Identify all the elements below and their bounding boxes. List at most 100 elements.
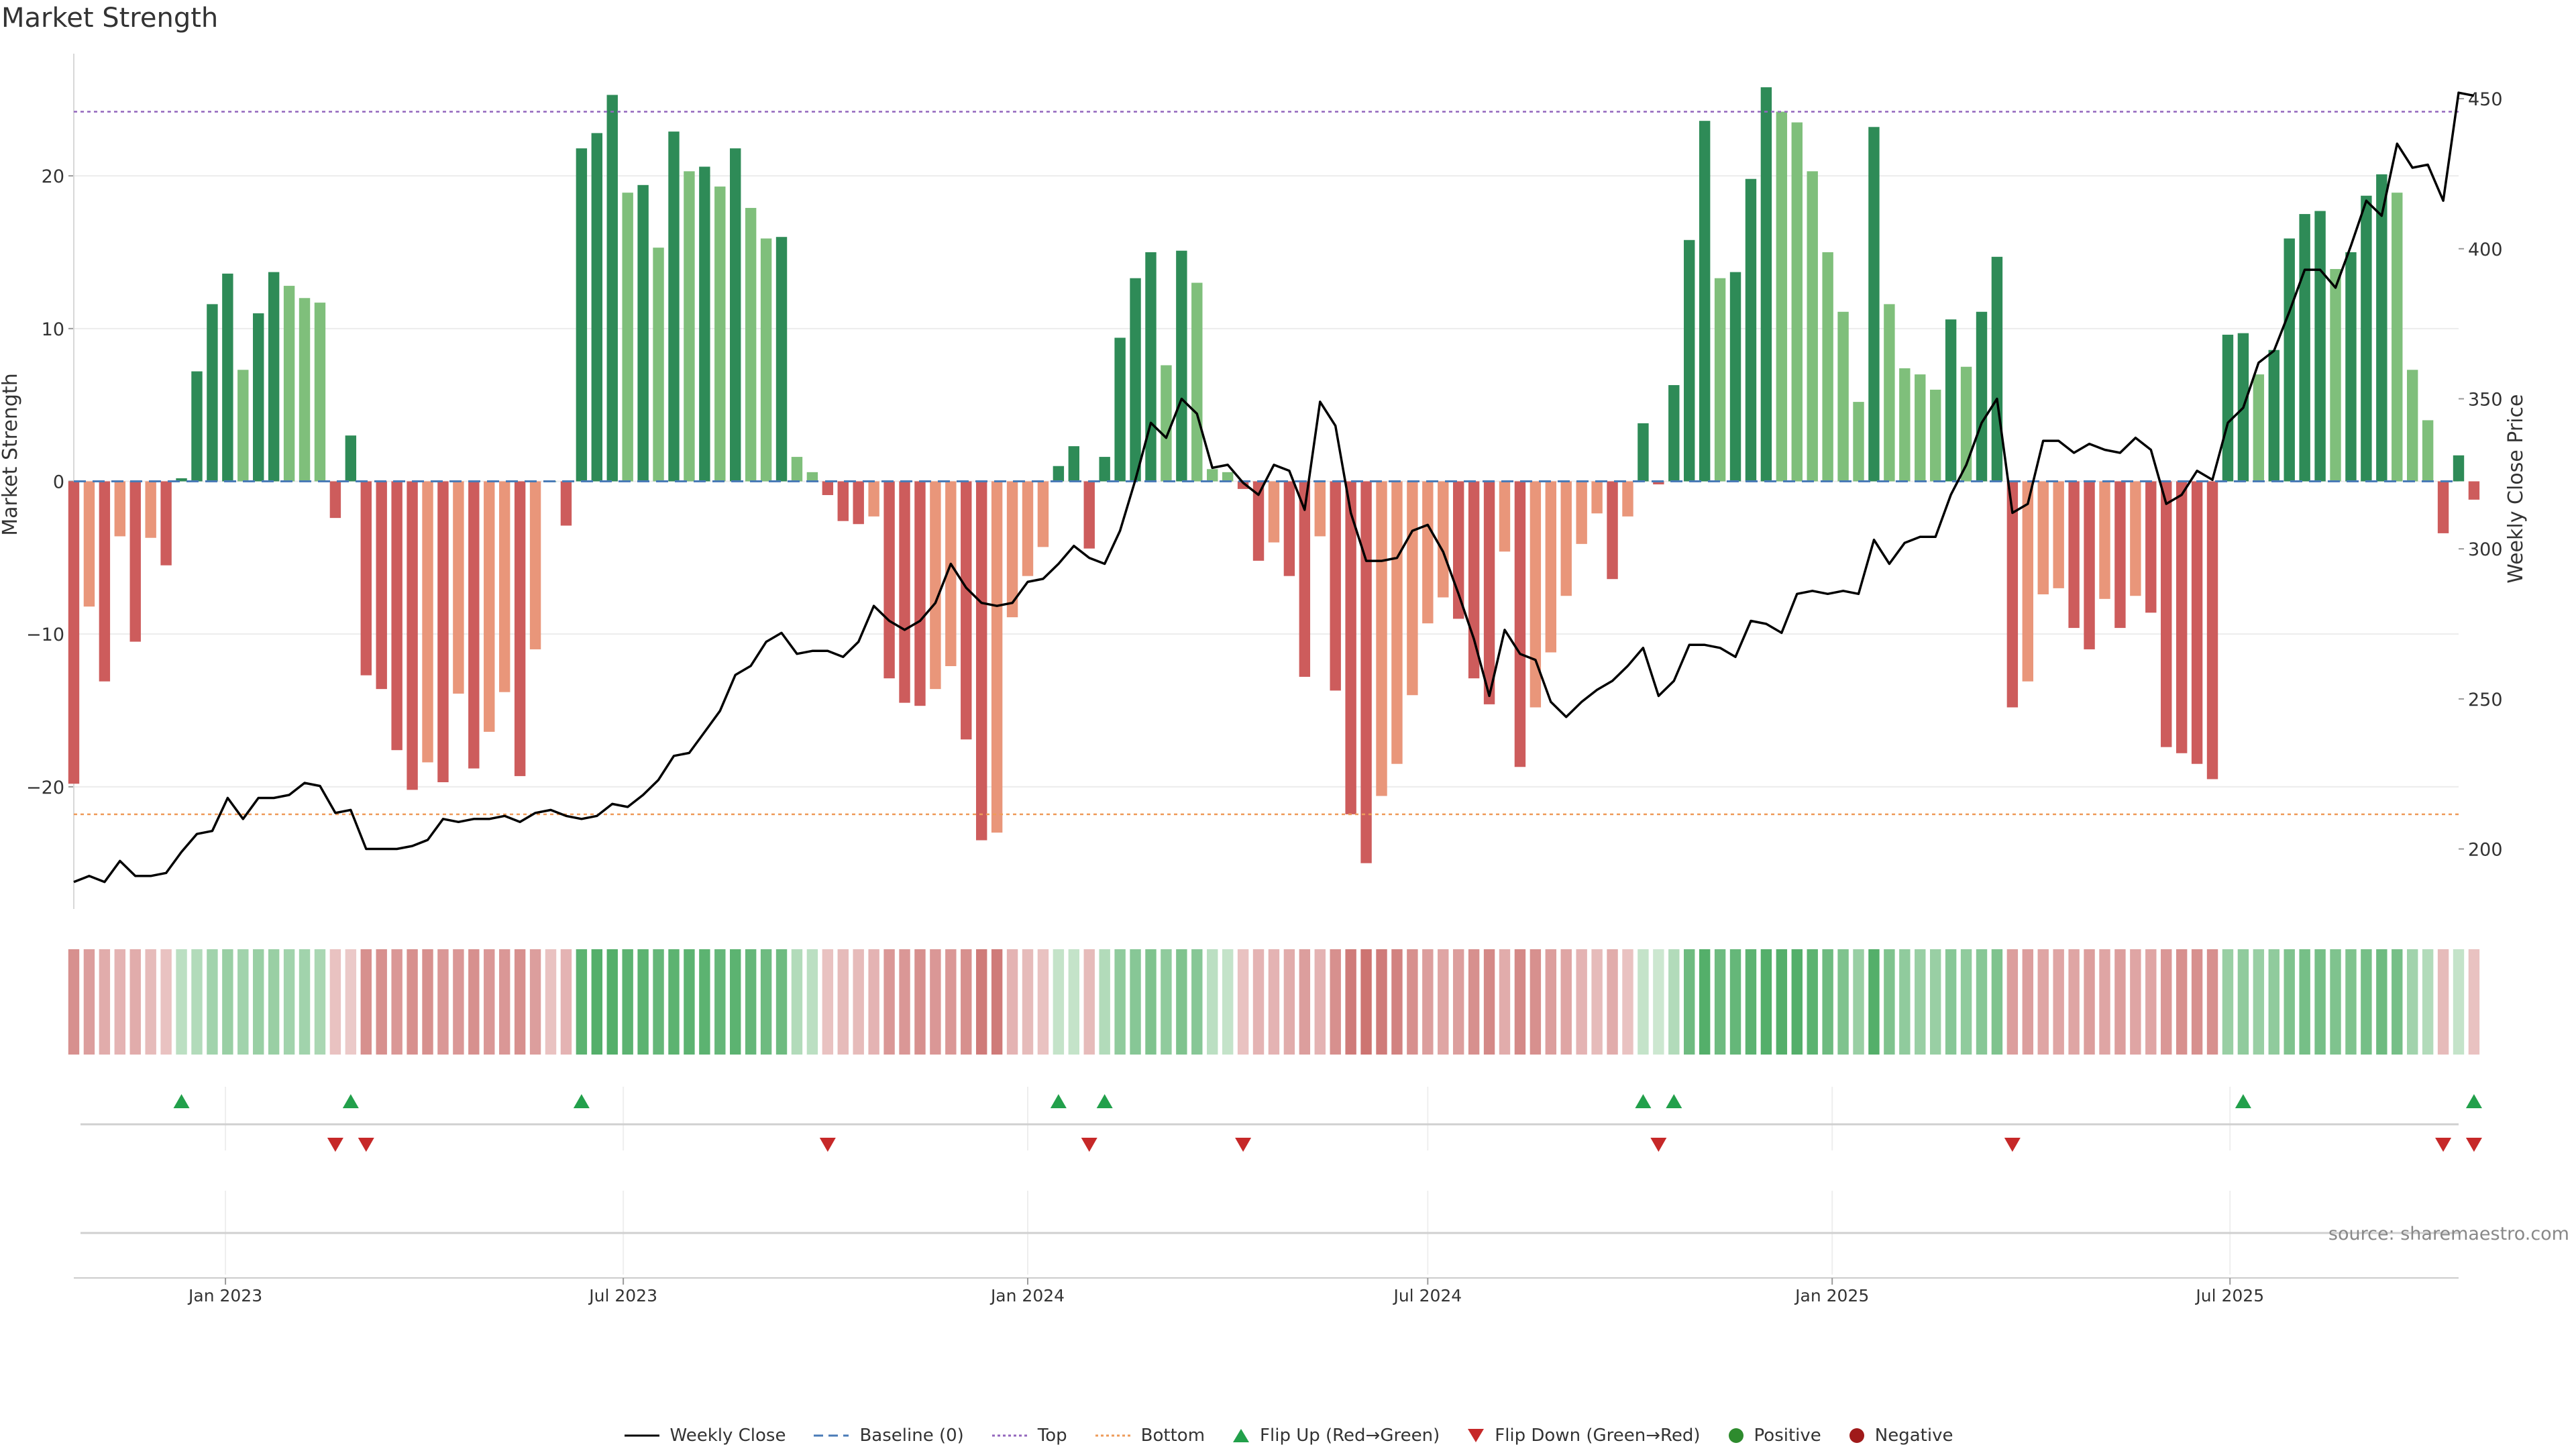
strength-bar bbox=[668, 131, 680, 482]
legend-negative: Negative bbox=[1848, 1426, 1953, 1446]
strength-bar bbox=[68, 481, 80, 784]
heat-cell bbox=[1529, 949, 1542, 1055]
heat-cell bbox=[2130, 949, 2141, 1055]
strength-bar bbox=[699, 166, 710, 482]
flip-up-marker bbox=[1096, 1094, 1113, 1108]
heat-cell bbox=[1545, 949, 1557, 1055]
strength-bar bbox=[961, 481, 972, 740]
legend-top: Top bbox=[991, 1426, 1067, 1446]
strength-bar bbox=[2006, 481, 2019, 708]
strength-bar bbox=[730, 148, 741, 482]
strength-bar bbox=[514, 481, 526, 776]
heat-cell bbox=[484, 949, 495, 1055]
heat-cell bbox=[1653, 949, 1664, 1055]
strength-bar bbox=[637, 184, 649, 482]
strength-bars bbox=[68, 87, 2480, 863]
y2-tick-label: 300 bbox=[2468, 539, 2503, 560]
heat-cell bbox=[2361, 949, 2372, 1055]
flip-down-marker bbox=[2004, 1138, 2021, 1152]
strength-bar bbox=[653, 248, 664, 482]
flip-down-marker bbox=[2465, 1138, 2482, 1152]
flip-up-marker bbox=[342, 1094, 359, 1108]
strength-bar bbox=[2053, 481, 2064, 588]
strength-bar bbox=[114, 481, 126, 537]
strength-bar bbox=[1622, 481, 1633, 517]
strength-bar bbox=[1407, 481, 1418, 696]
heat-cell bbox=[1884, 949, 1895, 1055]
heat-cell bbox=[1237, 949, 1249, 1055]
heat-cell bbox=[1976, 949, 1988, 1055]
heat-cell bbox=[1114, 949, 1126, 1055]
strength-bar bbox=[1945, 319, 1957, 482]
strength-bar bbox=[1684, 239, 1695, 482]
strength-bar bbox=[2268, 350, 2279, 482]
heat-cell bbox=[407, 949, 418, 1055]
strength-bar bbox=[1529, 481, 1542, 708]
flip-up-marker bbox=[1635, 1094, 1652, 1108]
y-axis-label: Market Strength bbox=[0, 373, 22, 535]
strength-bar bbox=[1483, 481, 1495, 704]
legend-baseline: Baseline (0) bbox=[812, 1426, 964, 1446]
strength-bar bbox=[853, 481, 864, 525]
strength-bar bbox=[253, 313, 264, 482]
strength-bar bbox=[1560, 481, 1572, 596]
strength-bar bbox=[1376, 481, 1387, 796]
legend-flip-down-label: Flip Down (Green→Red) bbox=[1495, 1426, 1701, 1446]
strength-bar bbox=[991, 481, 1003, 833]
strength-bar bbox=[975, 481, 987, 841]
legend: Weekly Close Baseline (0) Top Bottom Fli… bbox=[0, 1426, 2576, 1446]
heat-cell bbox=[1807, 949, 1818, 1055]
heat-cell bbox=[468, 949, 480, 1055]
strength-bar bbox=[360, 481, 372, 676]
legend-positive: Positive bbox=[1727, 1426, 1821, 1446]
strength-bar bbox=[176, 478, 187, 482]
strength-bar bbox=[1545, 481, 1557, 653]
heat-cell bbox=[1438, 949, 1449, 1055]
heat-cell bbox=[745, 949, 757, 1055]
heat-cell bbox=[1130, 949, 1141, 1055]
strength-bar bbox=[1083, 481, 1095, 549]
heat-cell bbox=[268, 949, 280, 1055]
strength-bar bbox=[207, 304, 218, 482]
strength-bar bbox=[1391, 481, 1403, 764]
strength-bar bbox=[2206, 481, 2218, 780]
heat-cell bbox=[853, 949, 864, 1055]
heat-cell bbox=[2253, 949, 2265, 1055]
flip-down-marker bbox=[1235, 1138, 1252, 1152]
strength-bar bbox=[1345, 481, 1356, 814]
heat-cell bbox=[191, 949, 203, 1055]
heat-cell bbox=[2222, 949, 2234, 1055]
heat-cell bbox=[1468, 949, 1480, 1055]
strength-bar bbox=[2345, 252, 2357, 482]
strength-bar bbox=[1991, 256, 2003, 482]
heat-cell bbox=[1360, 949, 1372, 1055]
strength-bar bbox=[1868, 127, 1880, 482]
flip-down-marker bbox=[1650, 1138, 1667, 1152]
heat-cell bbox=[1514, 949, 1526, 1055]
strength-bar bbox=[868, 481, 879, 517]
legend-baseline-label: Baseline (0) bbox=[859, 1426, 964, 1446]
strength-bar bbox=[1422, 481, 1434, 624]
strength-bar bbox=[1006, 481, 1018, 618]
strength-bar bbox=[407, 481, 418, 790]
legend-top-label: Top bbox=[1037, 1426, 1067, 1446]
y2-tick-label: 200 bbox=[2468, 840, 2503, 861]
heat-cell bbox=[868, 949, 879, 1055]
y-tick-label: −20 bbox=[26, 777, 64, 798]
heat-cell bbox=[1915, 949, 1926, 1055]
heat-cell bbox=[1037, 949, 1049, 1055]
flip-up-marker bbox=[1666, 1094, 1682, 1108]
x-tick-label: Jul 2025 bbox=[2194, 1286, 2264, 1305]
heat-cell bbox=[2453, 949, 2465, 1055]
strength-bar bbox=[1222, 472, 1234, 482]
heat-cell bbox=[1207, 949, 1218, 1055]
strength-bar bbox=[2037, 481, 2049, 594]
strength-bar bbox=[1699, 121, 1711, 482]
negative-dot-icon bbox=[1849, 1428, 1864, 1443]
heat-cell bbox=[2176, 949, 2188, 1055]
strength-bar bbox=[145, 481, 156, 538]
heat-cell bbox=[2006, 949, 2019, 1055]
strength-bar bbox=[1714, 278, 1726, 482]
heat-cell bbox=[498, 949, 511, 1055]
strength-bar bbox=[2114, 481, 2126, 629]
